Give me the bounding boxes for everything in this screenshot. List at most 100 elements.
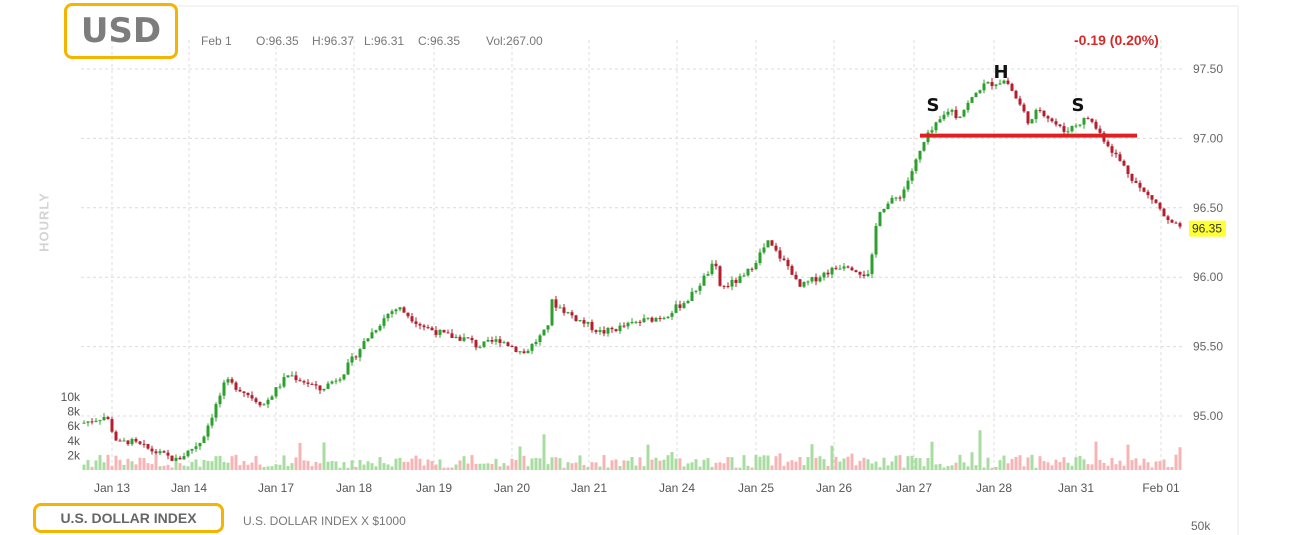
candle-body [530, 343, 534, 351]
candle-body [850, 267, 854, 271]
volume-bar [270, 466, 274, 470]
candle-body [802, 281, 806, 287]
volume-bar [762, 455, 766, 470]
candle-body [1130, 173, 1134, 181]
candle-body [1022, 104, 1026, 112]
volume-bar [654, 457, 658, 470]
candle-body [406, 312, 410, 317]
candle-body [478, 346, 482, 348]
volume-bar [450, 467, 454, 470]
volume-bar [498, 466, 502, 470]
volume-bar [626, 460, 630, 470]
volume-bar [150, 464, 154, 470]
candle-body [422, 325, 426, 328]
candle-body [942, 114, 946, 120]
volume-bar [922, 466, 926, 470]
volume-bar [982, 467, 986, 470]
volume-bar [938, 463, 942, 470]
candle-body [430, 327, 434, 331]
candle-body [522, 351, 526, 354]
volume-bar [606, 467, 610, 470]
last-price-marker [1189, 220, 1226, 237]
candle-body [918, 150, 922, 160]
volume-bar [898, 455, 902, 470]
volume-bar [942, 467, 946, 470]
candle-body [602, 330, 606, 334]
volume-bar [730, 457, 734, 470]
volume-bar [766, 455, 770, 470]
volume-bar [1134, 458, 1138, 470]
close-value: C:96.35 [418, 34, 461, 48]
volume-bar [526, 466, 530, 470]
candle-body [186, 450, 190, 457]
candle-body [598, 330, 602, 333]
volume-bar [530, 458, 534, 470]
candle-body [334, 380, 338, 382]
candle-body [382, 318, 386, 326]
candle-body [346, 362, 350, 375]
volume-bar [966, 466, 970, 470]
candle-body [94, 420, 98, 422]
candle-body [122, 440, 126, 442]
candle-body [1166, 216, 1170, 221]
candle-body [1098, 128, 1102, 133]
volume-bar [102, 462, 106, 470]
volume-bar [690, 462, 694, 470]
volume-bar [930, 441, 934, 470]
candle-body [706, 274, 710, 276]
candle-body [274, 387, 278, 397]
volume-bar [1010, 459, 1014, 470]
candle-body [746, 268, 750, 276]
volume-bar [1014, 456, 1018, 470]
candle-body [462, 337, 466, 341]
candle-body [118, 440, 122, 442]
volume-bar [398, 457, 402, 470]
volume-tick-label: 4k [67, 434, 81, 448]
volume-tick-label: 8k [67, 405, 81, 419]
index-subtitle: U.S. DOLLAR INDEX X $1000 [243, 514, 406, 528]
volume-bar [794, 461, 798, 470]
y-tick-label: 95.50 [1193, 340, 1223, 354]
candle-body [1058, 124, 1062, 127]
volume-bar [710, 466, 714, 470]
volume-bar [554, 457, 558, 470]
volume-bar [1022, 466, 1026, 470]
volume-bar [598, 466, 602, 470]
candle-body [1078, 124, 1082, 126]
volume-bar [238, 465, 242, 470]
candle-body [910, 171, 914, 181]
volume-bar [354, 466, 358, 470]
candle-body [86, 421, 90, 423]
high-value: H:96.37 [312, 34, 355, 48]
candle-body [698, 285, 702, 291]
volume-bar [1058, 462, 1062, 470]
candle-body [618, 325, 622, 332]
volume-bar [226, 462, 230, 470]
volume-bar [418, 458, 422, 470]
candle-body [198, 442, 202, 447]
volume-bar [182, 465, 186, 470]
x-tick-label: Jan 24 [659, 481, 695, 495]
volume-bar [614, 459, 618, 470]
candle-body [626, 322, 630, 327]
candle-body [526, 350, 530, 354]
candle-body [1070, 125, 1074, 132]
volume-bar [858, 460, 862, 470]
volume-bar [1098, 459, 1102, 470]
candle-body [630, 322, 634, 324]
volume-bar [338, 467, 342, 470]
candle-body [1002, 80, 1006, 84]
x-tick-label: Jan 19 [416, 481, 452, 495]
index-name[interactable]: U.S. DOLLAR INDEX [33, 503, 224, 533]
candle-body [178, 457, 182, 460]
candle-body [570, 312, 574, 316]
candle-body [586, 321, 590, 324]
volume-bar [506, 465, 510, 470]
volume-bar [810, 444, 814, 470]
volume-bar [1178, 447, 1182, 470]
volume-bar [758, 456, 762, 470]
candle-body [642, 318, 646, 323]
candle-body [158, 451, 162, 454]
volume-bar [970, 452, 974, 470]
